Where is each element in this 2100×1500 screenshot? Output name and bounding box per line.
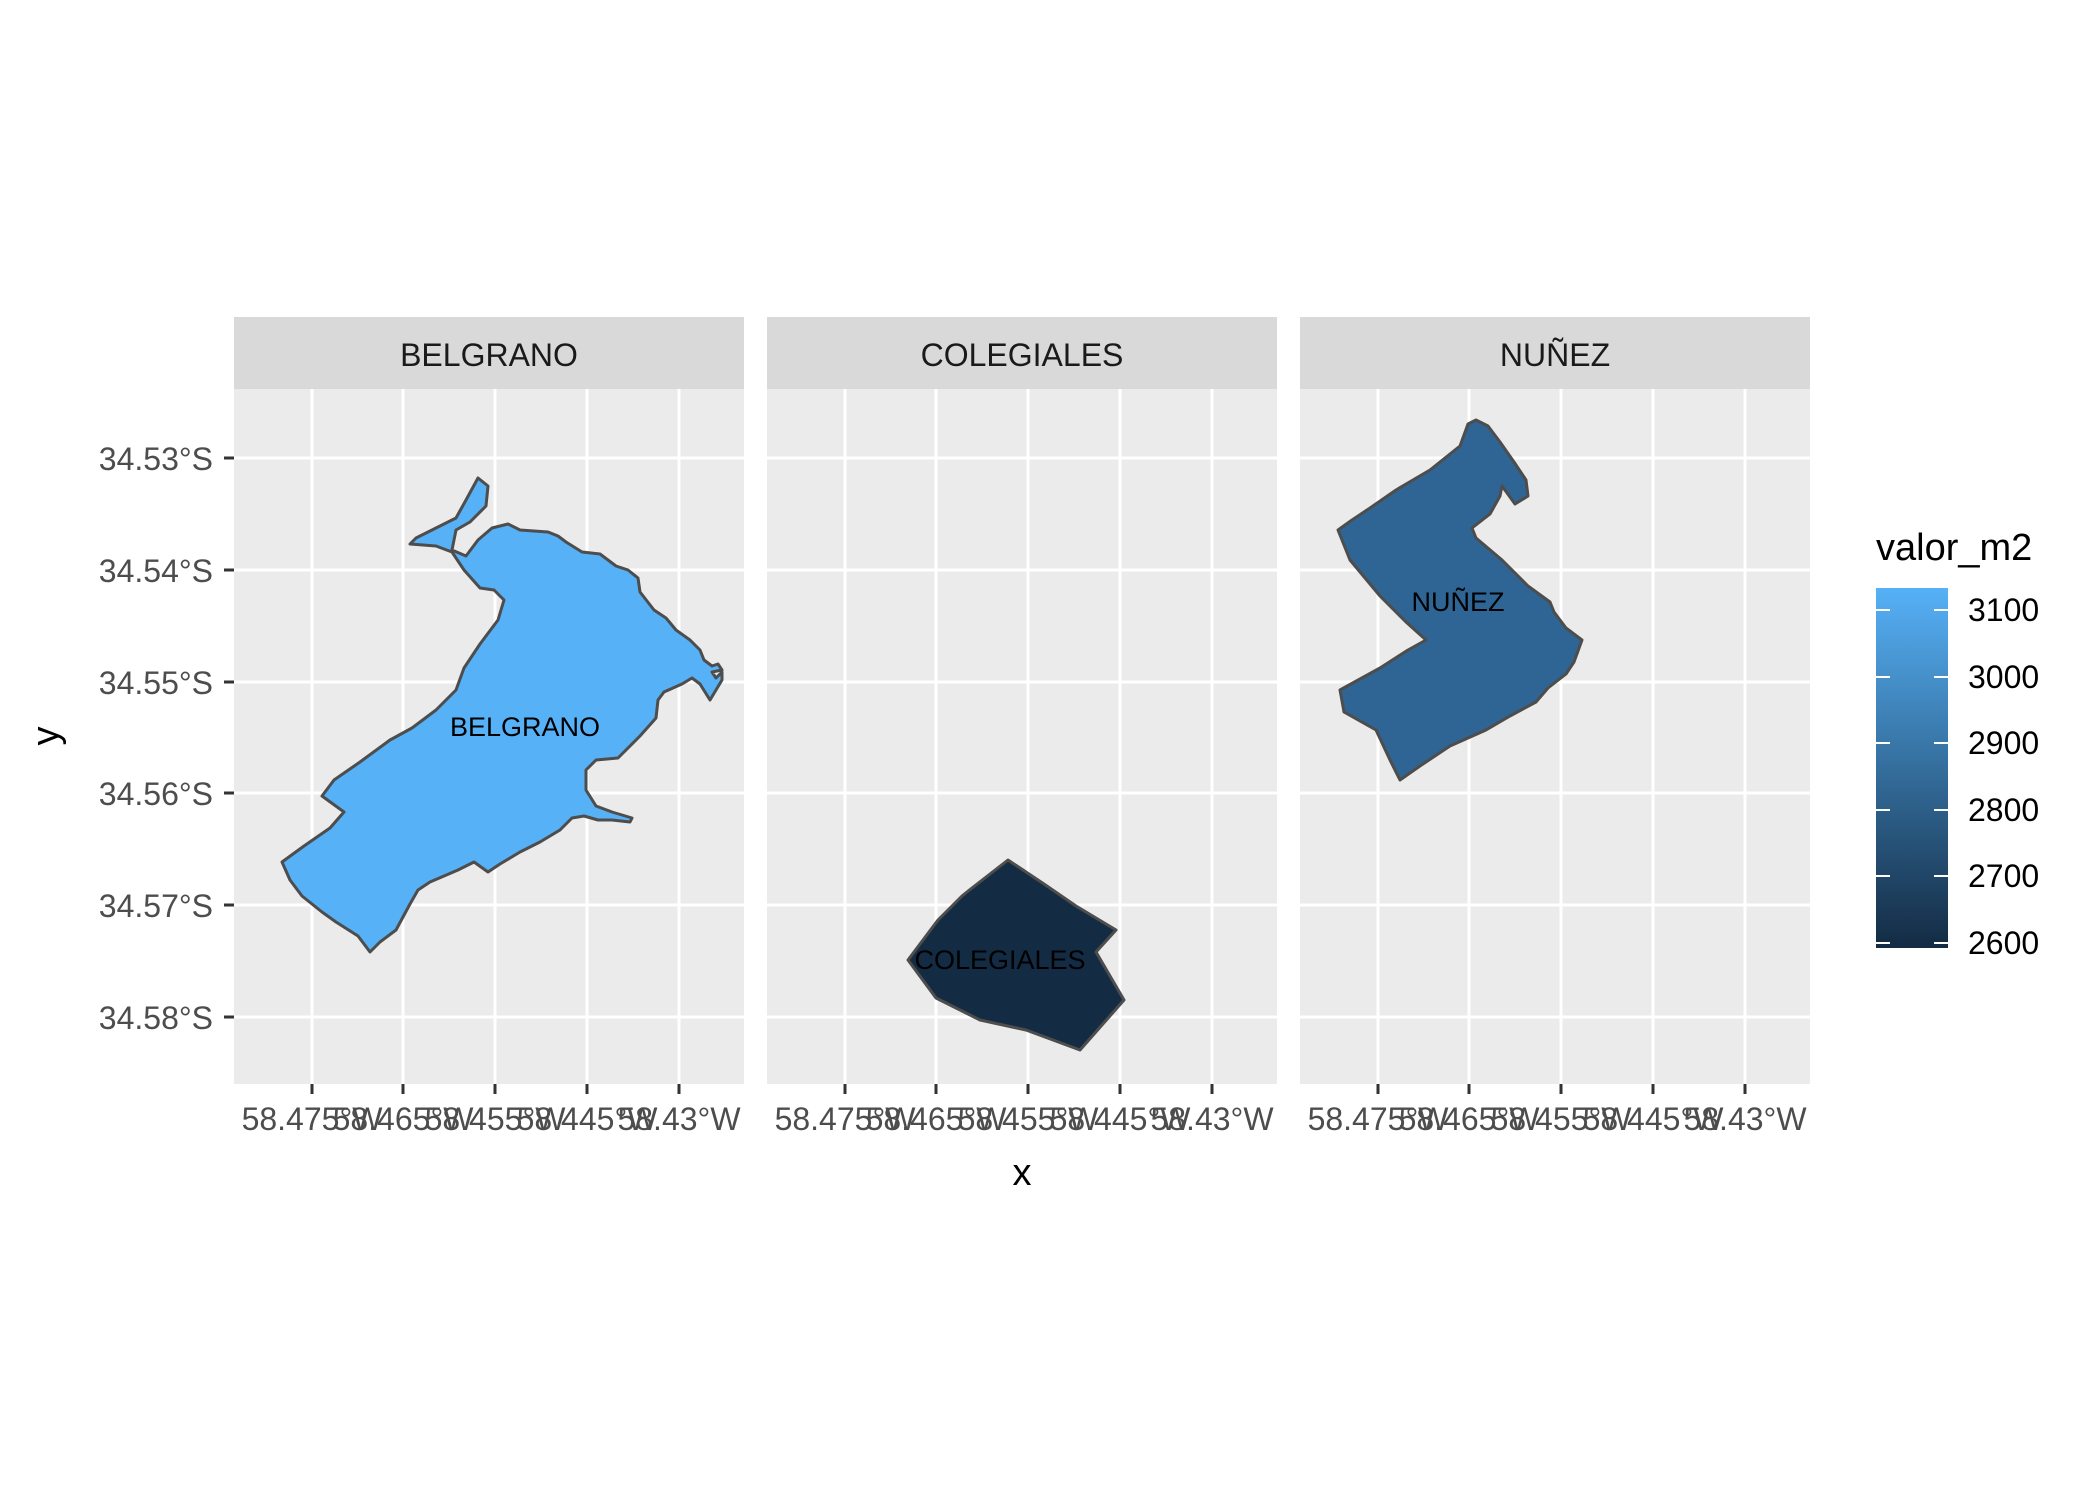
x-tick-label: 58.43°W (617, 1101, 741, 1137)
x-tick-label: 58.475°W (775, 1101, 917, 1137)
y-tick-label: 34.53°S (99, 441, 213, 477)
strip-colegiales (767, 317, 1277, 389)
strip-label-belgrano: BELGRANO (400, 337, 578, 373)
legend-label: 2600 (1968, 925, 2039, 961)
x-tick-label: 58.43°W (1683, 1101, 1807, 1137)
x-tick-label: 58.475°W (242, 1101, 384, 1137)
x-tick-label: 58.445°W (1583, 1101, 1725, 1137)
strip-label-nunez: NUÑEZ (1500, 337, 1610, 373)
x-tick-label: 58.445°W (1050, 1101, 1192, 1137)
legend-title: valor_m2 (1876, 527, 2032, 569)
y-tick-label: 34.55°S (99, 665, 213, 701)
y-axis-title: y (25, 727, 67, 746)
x-axis-belgrano: 58.475°W 58.465°W 58.455°W 58.445°W 58.4… (242, 1084, 741, 1137)
x-axis-title: x (1013, 1152, 1032, 1194)
x-tick-label: 58.465°W (866, 1101, 1008, 1137)
facet-nunez: NUÑEZ NUÑEZ 58.475°W 58 (1300, 317, 1810, 1137)
region-colegiales (906, 858, 1126, 1052)
y-tick-label: 34.57°S (99, 888, 213, 924)
legend-colorbar (1876, 588, 1948, 948)
facet-belgrano: BELGRANO BELGRANO (99, 317, 744, 1137)
region-label-nunez: NUÑEZ (1412, 586, 1505, 617)
y-tick-label: 34.56°S (99, 776, 213, 812)
strip-nunez (1300, 317, 1810, 389)
y-tick-label: 34.58°S (99, 1000, 213, 1036)
region-label-colegiales: COLEGIALES (914, 945, 1085, 975)
legend-label: 2900 (1968, 725, 2039, 761)
x-tick-label: 58.445°W (517, 1101, 659, 1137)
legend-label: 2800 (1968, 792, 2039, 828)
strip-belgrano (234, 317, 744, 389)
region-belgrano (280, 476, 724, 954)
region-nunez (1336, 418, 1584, 782)
x-tick-label: 58.465°W (1399, 1101, 1541, 1137)
x-axis-colegiales: 58.475°W 58.465°W 58.455°W 58.445°W 58.4… (775, 1084, 1274, 1137)
x-tick-label: 58.455°W (1491, 1101, 1633, 1137)
x-tick-label: 58.455°W (425, 1101, 567, 1137)
legend-ticks (1876, 609, 1948, 944)
x-tick-label: 58.43°W (1150, 1101, 1274, 1137)
y-axis: 34.53°S 34.54°S 34.55°S 34.56°S 34.57°S … (99, 441, 234, 1036)
x-tick-label: 58.465°W (333, 1101, 475, 1137)
legend-label: 3100 (1968, 592, 2039, 628)
legend-label: 2700 (1968, 858, 2039, 894)
x-tick-label: 58.455°W (958, 1101, 1100, 1137)
facet-colegiales: COLEGIALES COLEGIALES 58.475° (767, 317, 1277, 1137)
strip-label-colegiales: COLEGIALES (921, 337, 1124, 373)
legend: valor_m2 3100 3000 2900 2800 2700 2600 (1876, 527, 2039, 961)
x-tick-label: 58.475°W (1308, 1101, 1450, 1137)
y-tick-label: 34.54°S (99, 553, 213, 589)
x-axis-nunez: 58.475°W 58.465°W 58.455°W 58.445°W 58.4… (1308, 1084, 1807, 1137)
legend-label: 3000 (1968, 659, 2039, 695)
region-label-belgrano: BELGRANO (450, 712, 600, 742)
